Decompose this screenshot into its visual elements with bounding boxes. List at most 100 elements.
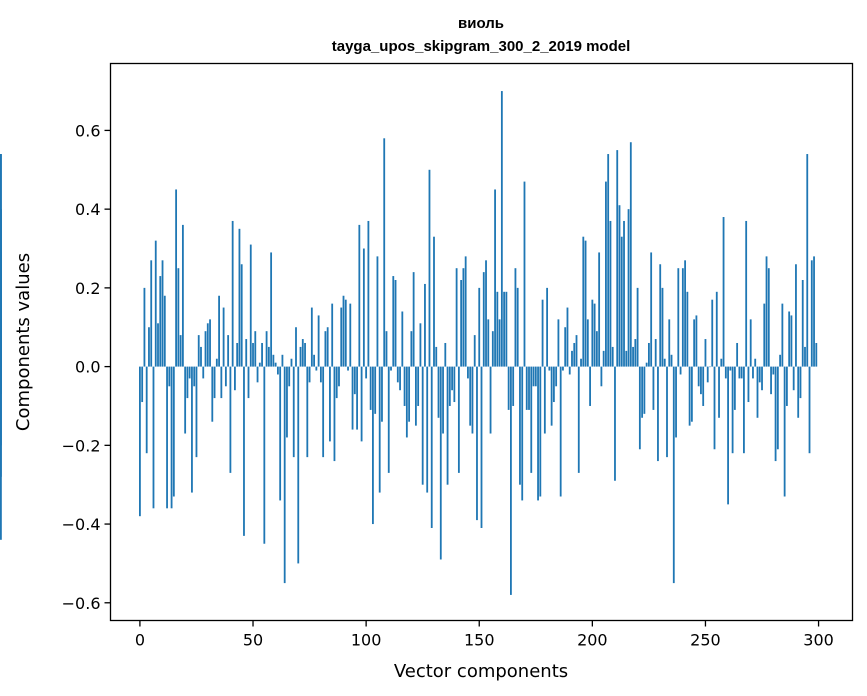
bar [224,366,227,387]
bar [614,366,616,481]
bar [500,91,503,367]
bar [213,366,216,399]
bar [385,331,388,367]
bar [175,189,178,367]
bar [571,350,573,367]
y-axis-ticks: −0.6 −0.4 −0.2 0.0 0.2 0.4 0.6 [62,121,111,613]
bar [797,366,800,418]
bar [211,366,214,422]
bar [779,354,782,367]
bar [632,346,634,367]
chart-subtitle: tayga_upos_skipgram_300_2_2019 model [332,38,631,55]
bar [344,299,347,367]
bar [263,366,266,544]
bar [331,303,334,367]
bar [557,319,560,367]
bar [455,268,458,367]
bar [335,366,338,399]
bar [249,244,252,367]
bar [618,205,621,367]
bar [317,315,320,367]
bar [652,366,655,410]
bar [727,366,729,505]
bar [446,366,449,485]
x-tick-label: 150 [464,631,495,650]
bar [743,366,745,454]
bar [181,224,184,367]
bar [313,354,316,367]
bar [636,287,639,367]
bar [589,366,591,406]
bar [170,366,173,509]
bar [141,366,144,403]
bar [347,366,349,371]
bar [688,366,691,426]
bar [358,224,361,367]
bar [234,366,236,391]
bar [276,366,279,375]
bar [634,339,637,367]
bar [396,366,399,383]
bar [283,366,286,584]
bar [713,366,716,450]
bar [238,228,241,367]
bar [297,366,300,564]
bar [163,295,166,367]
chart-title: виоль [458,15,504,32]
bar [693,319,696,367]
bar [804,346,806,367]
bar [460,280,463,367]
bar [815,342,818,367]
bar [605,181,607,367]
bar [485,260,487,367]
bar [184,366,187,434]
bar [813,256,815,367]
bar [611,346,614,367]
bar [537,366,539,501]
bar [469,366,472,426]
bar [444,342,447,367]
bar [582,236,585,367]
bar [555,366,558,387]
bar [369,366,372,410]
bar [482,272,485,367]
bar [414,366,417,426]
bar [530,366,533,473]
bar [525,366,528,410]
bar [715,291,718,367]
bar [150,260,153,367]
bar [349,303,352,367]
bar [322,366,325,458]
bar [310,307,313,367]
bar [0,366,2,446]
bar [602,350,605,367]
bar [566,307,569,367]
bar [424,283,426,367]
x-tick-label: 300 [803,631,834,650]
y-tick-label: 0.2 [75,279,100,298]
bar [428,169,431,367]
bar [387,366,390,473]
bar [724,366,727,379]
bar [139,366,141,517]
bar [740,366,743,379]
bar [295,327,297,367]
bar [623,220,625,367]
bar [523,181,526,367]
bar [657,366,659,462]
bar [620,236,623,367]
bar [0,252,2,367]
bar [188,366,191,379]
x-tick-label: 0 [135,631,145,650]
bar [430,366,433,528]
bar [503,291,506,367]
bar [435,346,438,367]
bar [476,366,478,521]
bar [763,303,766,367]
bar [564,327,567,367]
bar [600,366,603,387]
bar [215,358,218,367]
bar [148,327,150,367]
bar [577,366,580,473]
